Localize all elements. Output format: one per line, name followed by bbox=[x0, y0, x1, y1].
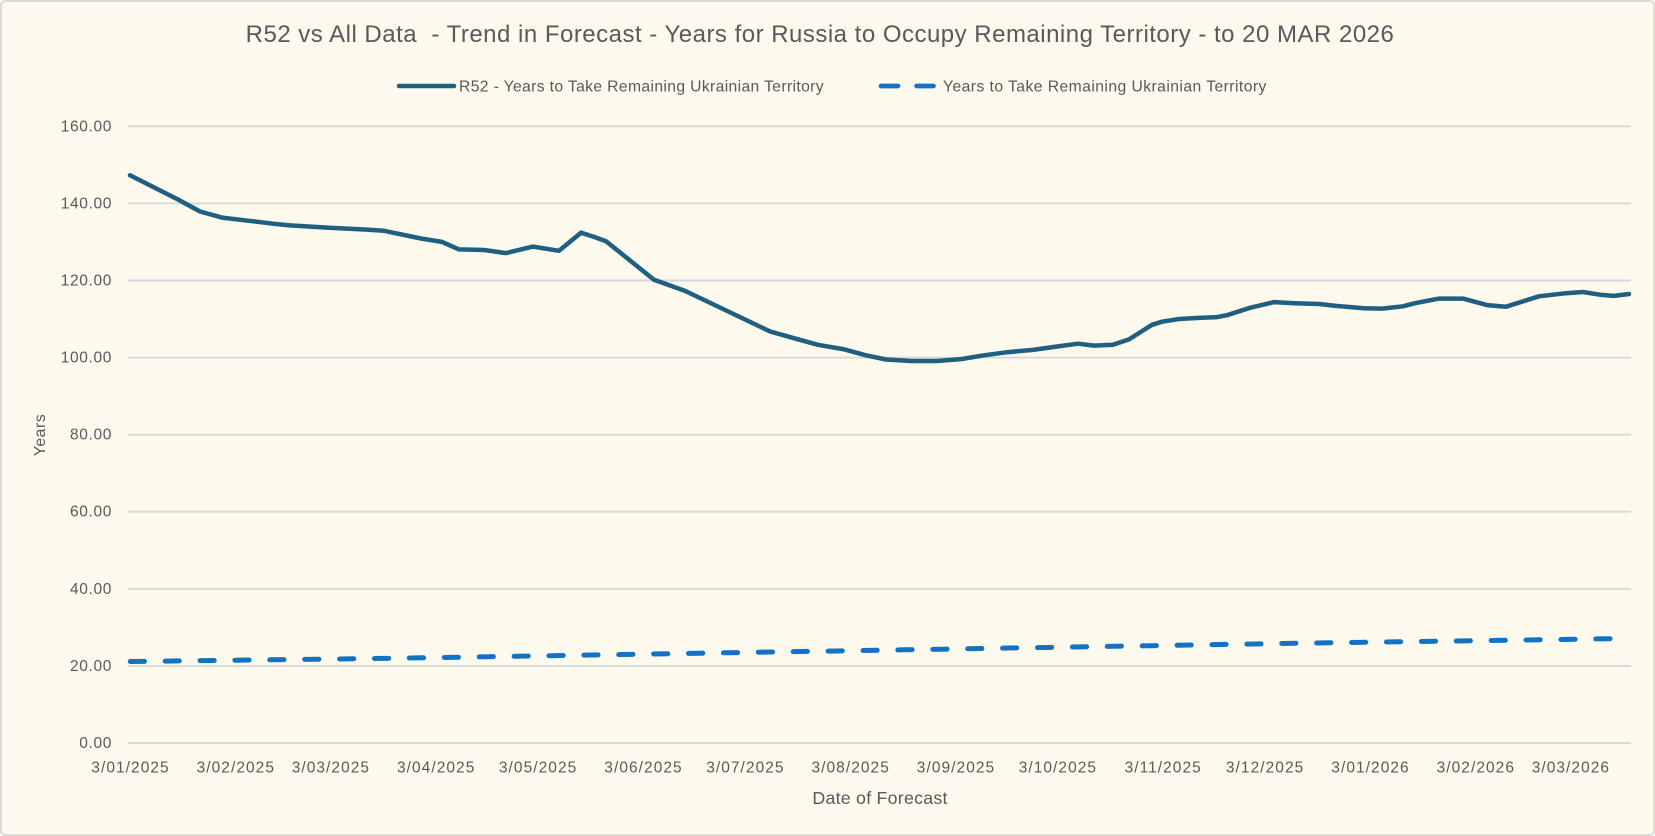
svg-text:Years to Take Remaining Ukrain: Years to Take Remaining Ukrainian Territ… bbox=[943, 79, 1267, 96]
svg-text:40.00: 40.00 bbox=[70, 581, 112, 598]
svg-text:R52 - Years to Take Remaining: R52 - Years to Take Remaining Ukrainian … bbox=[459, 79, 824, 96]
svg-text:140.00: 140.00 bbox=[61, 195, 112, 212]
svg-text:3/01/2025: 3/01/2025 bbox=[91, 760, 169, 777]
svg-text:3/03/2025: 3/03/2025 bbox=[292, 760, 370, 777]
svg-text:3/10/2025: 3/10/2025 bbox=[1019, 760, 1097, 777]
svg-text:3/08/2025: 3/08/2025 bbox=[811, 760, 889, 777]
svg-text:3/04/2025: 3/04/2025 bbox=[397, 760, 475, 777]
svg-text:100.00: 100.00 bbox=[61, 350, 112, 367]
svg-text:3/07/2025: 3/07/2025 bbox=[706, 760, 784, 777]
svg-text:3/11/2025: 3/11/2025 bbox=[1125, 760, 1202, 777]
svg-text:3/03/2026: 3/03/2026 bbox=[1532, 760, 1610, 777]
svg-text:160.00: 160.00 bbox=[61, 118, 112, 135]
svg-text:R52 vs All Data - Trend in Fo: R52 vs All Data - Trend in Forecast - Ye… bbox=[246, 21, 1395, 48]
svg-text:60.00: 60.00 bbox=[70, 504, 112, 521]
svg-text:3/09/2025: 3/09/2025 bbox=[917, 760, 995, 777]
svg-text:120.00: 120.00 bbox=[61, 273, 112, 290]
svg-text:3/05/2025: 3/05/2025 bbox=[499, 760, 577, 777]
svg-text:80.00: 80.00 bbox=[70, 427, 112, 444]
svg-text:Years: Years bbox=[32, 414, 49, 457]
svg-text:0.00: 0.00 bbox=[79, 735, 112, 752]
svg-text:3/02/2026: 3/02/2026 bbox=[1437, 760, 1515, 777]
svg-text:3/06/2025: 3/06/2025 bbox=[604, 760, 682, 777]
svg-text:Date of Forecast: Date of Forecast bbox=[812, 788, 947, 808]
svg-text:20.00: 20.00 bbox=[70, 658, 112, 675]
svg-text:3/02/2025: 3/02/2025 bbox=[197, 760, 275, 777]
svg-text:3/01/2026: 3/01/2026 bbox=[1331, 760, 1409, 777]
svg-text:3/12/2025: 3/12/2025 bbox=[1226, 760, 1304, 777]
